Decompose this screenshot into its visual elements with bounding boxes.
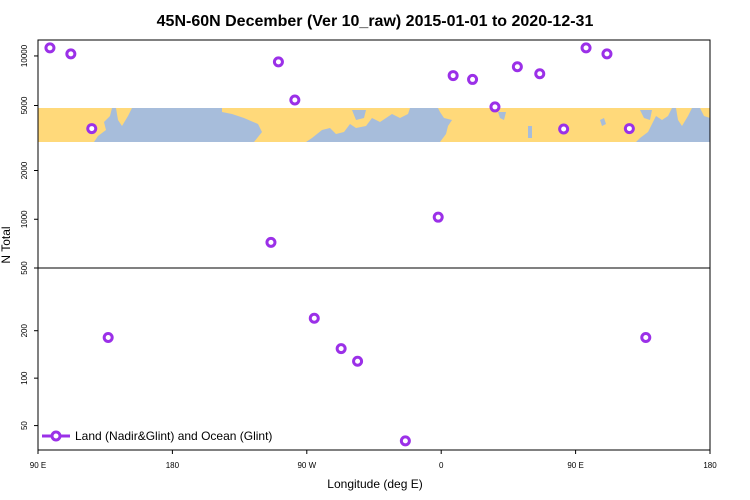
map-land-alaska-east	[700, 108, 710, 118]
plot-border	[37, 39, 711, 451]
map-land-eurasia	[438, 108, 672, 142]
data-point	[640, 332, 652, 344]
map-land-kamchatka	[116, 108, 132, 126]
data-point	[623, 123, 635, 135]
data-point	[580, 42, 592, 54]
data-point	[558, 123, 570, 135]
data-point	[352, 355, 364, 367]
y-tick-label: 5000	[20, 96, 29, 114]
data-point	[432, 211, 444, 223]
map-baltic	[498, 112, 506, 120]
data-point	[399, 435, 411, 447]
x-tick-label: 90 W	[297, 461, 316, 470]
y-tick-label: 50	[20, 421, 29, 430]
x-tick-label: 90 E	[30, 461, 46, 470]
data-point	[102, 332, 114, 344]
map-hudson-bay	[352, 110, 366, 120]
y-axis-title: N Total	[0, 226, 13, 263]
y-tick-label: 2000	[20, 161, 29, 179]
y-tick-label: 200	[20, 323, 29, 337]
x-tick-label: 180	[166, 461, 180, 470]
map-caspian	[528, 126, 532, 138]
y-tick-label: 10000	[20, 44, 29, 67]
data-point	[467, 73, 479, 85]
x-tick-label: 90 E	[567, 461, 583, 470]
data-point	[289, 94, 301, 106]
y-tick-label: 100	[20, 371, 29, 385]
data-points	[44, 42, 652, 447]
legend: Land (Nadir&Glint) and Ocean (Glint)	[42, 429, 272, 443]
x-tick-label: 0	[439, 461, 444, 470]
plot-frame	[37, 39, 711, 451]
y-tick-label: 1000	[20, 210, 29, 228]
data-point	[447, 70, 459, 82]
data-point	[534, 68, 546, 80]
data-point	[265, 236, 277, 248]
map-lake-baikal	[600, 118, 606, 126]
data-point	[308, 312, 320, 324]
data-point	[601, 48, 613, 60]
legend-label: Land (Nadir&Glint) and Ocean (Glint)	[75, 429, 272, 443]
map-sea-okhotsk	[640, 110, 652, 120]
map-band	[38, 108, 710, 142]
legend-marker	[50, 430, 62, 442]
map-land-kamchatka-east	[676, 108, 692, 126]
chart-title: 45N-60N December (Ver 10_raw) 2015-01-01…	[157, 13, 594, 30]
data-point	[86, 123, 98, 135]
map-water-details	[352, 110, 652, 138]
data-point	[335, 343, 347, 355]
data-point	[511, 61, 523, 73]
y-axis-ticks: 50 100 200 500 1000 2000 5000 10000	[20, 44, 38, 430]
x-axis-title: Longitude (deg E)	[327, 477, 422, 491]
y-tick-label: 500	[20, 261, 29, 275]
data-point	[44, 42, 56, 54]
x-axis-ticks: 90 E 180 90 W 0 90 E 180	[30, 450, 717, 470]
data-point	[65, 48, 77, 60]
data-point	[272, 56, 284, 68]
x-tick-label: 180	[703, 461, 717, 470]
data-point	[489, 101, 501, 113]
